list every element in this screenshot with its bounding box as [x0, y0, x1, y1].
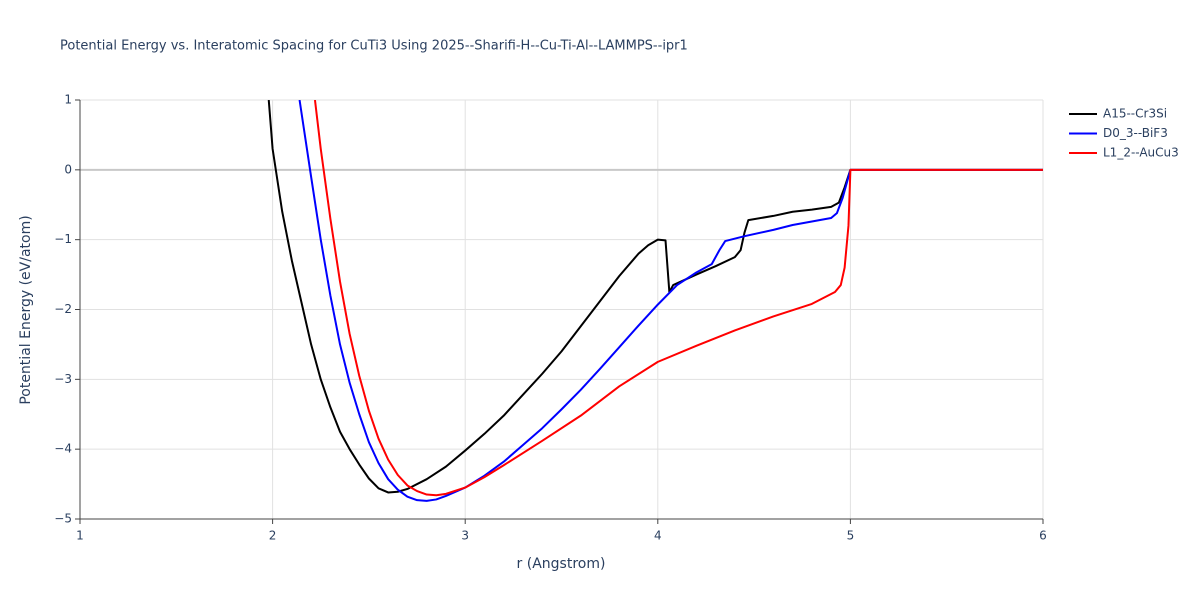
x-tick-label: 4 — [654, 529, 662, 543]
y-tick-label: −5 — [54, 512, 72, 526]
legend-label: A15--Cr3Si — [1103, 107, 1167, 121]
x-tick-label: 5 — [847, 529, 855, 543]
y-tick-label: 0 — [64, 162, 72, 176]
series-line — [313, 100, 1043, 497]
series-line — [298, 100, 1043, 502]
legend-label: L1_2--AuCu3 — [1103, 146, 1179, 160]
y-tick-label: −3 — [54, 372, 72, 386]
x-tick-label: 1 — [76, 529, 84, 543]
x-tick-label: 6 — [1039, 529, 1047, 543]
legend-label: D0_3--BiF3 — [1103, 126, 1168, 140]
y-axis-title: Potential Energy (eV/atom) — [18, 215, 34, 404]
plot-area — [267, 100, 1043, 502]
chart-title: Potential Energy vs. Interatomic Spacing… — [60, 39, 688, 54]
series-line — [267, 100, 1043, 494]
x-axis-title: r (Angstrom) — [517, 556, 606, 572]
grid — [79, 99, 1044, 520]
y-tick-label: 1 — [64, 93, 72, 107]
x-tick-label: 3 — [461, 529, 469, 543]
axes: 1 2 3 4 5 6 −5 −4 −3 −2 −1 0 1 — [54, 93, 1047, 543]
y-tick-label: −1 — [54, 232, 72, 246]
y-tick-label: −4 — [54, 442, 72, 456]
x-tick-label: 2 — [269, 529, 277, 543]
y-tick-label: −2 — [54, 302, 72, 316]
